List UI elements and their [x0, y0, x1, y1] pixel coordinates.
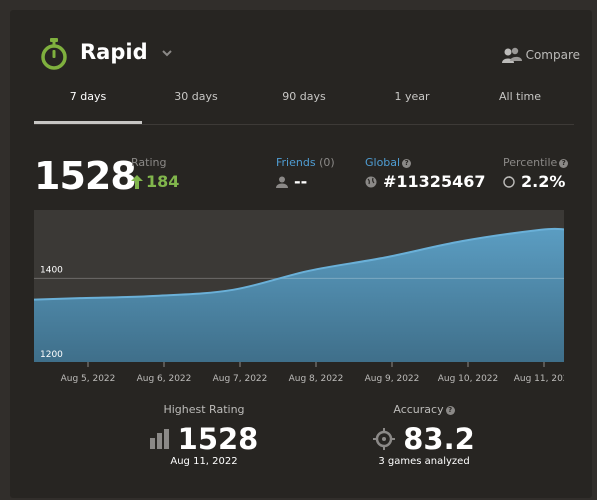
x-tick-label: Aug 7, 2022 [213, 374, 268, 384]
tab-all-time[interactable]: All time [499, 90, 541, 103]
rating-stats: 1528 Rating 184 Friends (0) -- Global? [34, 150, 574, 200]
rating-card: Rapid Compare 7 days 30 days 90 days 1 year… [10, 10, 592, 498]
globe-icon [365, 176, 377, 187]
x-tick-label: Aug 9, 2022 [365, 374, 420, 384]
highest-rating: Highest Rating 1528 Aug 11, 2022 [104, 403, 304, 467]
friends-value: -- [276, 172, 307, 191]
tab-30-days[interactable]: 30 days [174, 90, 218, 103]
highest-rating-label: Highest Rating [163, 403, 245, 416]
rating-label: Rating [131, 156, 167, 169]
highest-rating-value: 1528 [104, 422, 304, 456]
crosshair-icon [373, 428, 396, 450]
rating-line [34, 227, 564, 301]
accuracy-games: 3 games analyzed [378, 456, 470, 467]
accuracy-label: Accuracy? [324, 403, 524, 416]
highest-rating-date: Aug 11, 2022 [170, 456, 238, 467]
percentile-label: Percentile? [503, 156, 569, 169]
card-header: Rapid Compare [40, 38, 580, 78]
help-icon[interactable]: ? [445, 406, 455, 415]
x-tick-label: Aug 5, 2022 [61, 374, 116, 384]
tab-1-year[interactable]: 1 year [394, 90, 430, 103]
accuracy-value: 83.2 [324, 422, 524, 456]
user-icon [276, 176, 288, 188]
current-rating: 1528 [34, 154, 137, 198]
rating-change: 184 [131, 172, 179, 191]
tab-7-days[interactable]: 7 days [34, 88, 142, 124]
x-tick-label: Aug 6, 2022 [137, 374, 192, 384]
rating-change-value: 184 [146, 172, 180, 191]
friends-label[interactable]: Friends (0) [276, 156, 335, 169]
page-title[interactable]: Rapid [80, 40, 148, 64]
stopwatch-icon [41, 38, 67, 70]
circle-icon [503, 175, 515, 188]
y-tick-label: 1200 [40, 350, 63, 360]
compare-label: Compare [525, 48, 580, 62]
global-value: #11325467 [365, 172, 485, 191]
rating-chart: 1400 1200 Aug 5, 2022 Aug 6, 2022 Aug 7, 202… [34, 210, 564, 384]
tab-90-days[interactable]: 90 days [282, 90, 326, 103]
global-label[interactable]: Global? [365, 156, 412, 169]
time-range-tabs: 7 days 30 days 90 days 1 year All time [34, 88, 574, 125]
help-icon[interactable]: ? [559, 159, 569, 168]
arrow-up-icon [131, 174, 143, 189]
x-tick-label: Aug 11, 2022 [514, 374, 564, 384]
bar-chart-icon [149, 429, 169, 449]
help-icon[interactable]: ? [402, 159, 412, 168]
y-tick-label: 1400 [40, 265, 63, 275]
x-tick-label: Aug 8, 2022 [289, 374, 344, 384]
users-icon [501, 47, 522, 63]
percentile-value: 2.2% [503, 172, 565, 191]
bottom-stats: Highest Rating 1528 Aug 11, 2022 Accurac… [34, 403, 574, 483]
accuracy: Accuracy? 83.2 3 games analyzed [324, 403, 524, 467]
chevron-down-icon[interactable] [160, 46, 174, 60]
rating-area [34, 228, 564, 362]
compare-button[interactable]: Compare [501, 44, 580, 66]
x-tick-label: Aug 10, 2022 [438, 374, 499, 384]
